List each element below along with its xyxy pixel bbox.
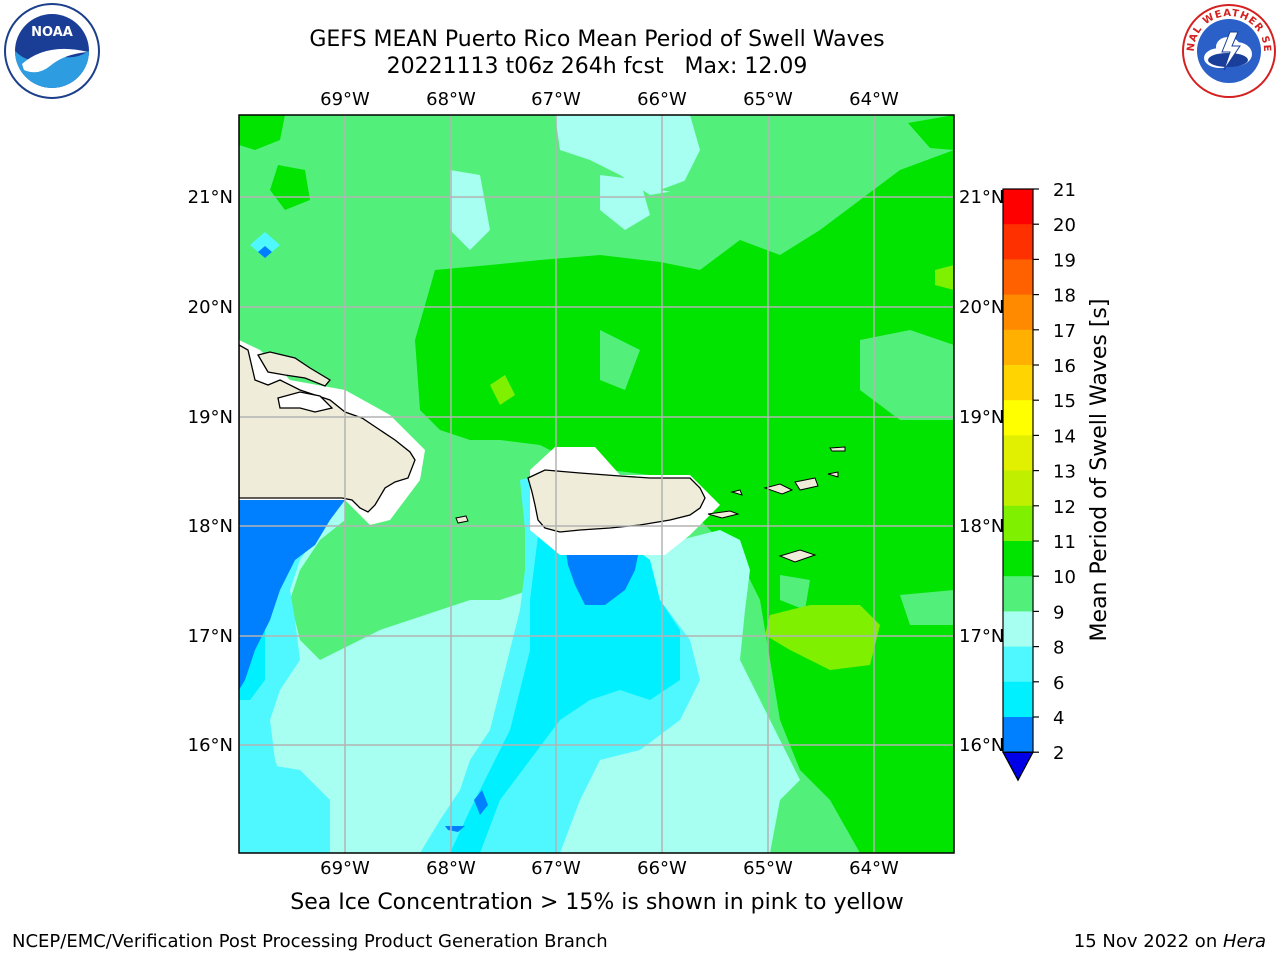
lon-label: 69°W: [320, 858, 370, 879]
colorbar-swatch: [1003, 576, 1033, 612]
lat-label: 19°N: [959, 407, 1004, 428]
lon-label: 67°W: [531, 89, 581, 110]
colorbar-swatch: [1003, 611, 1033, 648]
lon-label: 65°W: [743, 858, 793, 879]
lat-label: 18°N: [188, 516, 233, 537]
colorbar-swatch: [1003, 365, 1033, 401]
lat-label: 21°N: [188, 187, 233, 208]
colorbar-tick-label: 19: [1053, 250, 1076, 271]
lon-label: 68°W: [426, 858, 476, 879]
colorbar-swatch: [1003, 329, 1033, 366]
colorbar-swatch: [1003, 224, 1033, 260]
colorbar-tick-label: 15: [1053, 391, 1076, 412]
chart-title: GEFS MEAN Puerto Rico Mean Period of Swe…: [309, 27, 885, 52]
colorbar-swatch: [1003, 259, 1033, 296]
colorbar-swatch: [1003, 435, 1033, 472]
lat-label: 20°N: [188, 297, 233, 318]
lat-label: 17°N: [959, 626, 1004, 647]
colorbar-tick-label: 14: [1053, 426, 1076, 447]
colorbar-extension: [1001, 751, 1035, 782]
colorbar-label: Mean Period of Swell Waves [s]: [1087, 299, 1112, 642]
noaa-logo: NOAA: [4, 3, 100, 99]
lon-label: 65°W: [743, 89, 793, 110]
colorbar-tick-label: 13: [1053, 462, 1076, 483]
lat-label: 16°N: [188, 735, 233, 756]
lat-label: 18°N: [959, 516, 1004, 537]
footer-date-text: 15 Nov 2022 on: [1073, 931, 1223, 952]
lat-label: 19°N: [188, 407, 233, 428]
colorbar-swatch: [1003, 189, 1033, 225]
map-grid: [239, 115, 954, 853]
map-frame: [238, 114, 955, 854]
colorbar-swatch: [1003, 541, 1033, 577]
colorbar-swatch: [1003, 400, 1033, 436]
colorbar-swatch: [1003, 646, 1033, 683]
lon-label: 66°W: [637, 858, 687, 879]
footer-machine: Hera: [1222, 931, 1266, 952]
colorbar-tick-label: 8: [1053, 638, 1064, 659]
colorbar-tick-label: 6: [1053, 673, 1064, 694]
lon-labels-top: 69°W 68°W 67°W 66°W 65°W 64°W: [320, 89, 899, 110]
lon-label: 68°W: [426, 89, 476, 110]
lat-label: 17°N: [188, 626, 233, 647]
nws-logo: NATIONAL WEATHER SERVICE: [1180, 2, 1276, 98]
colorbar-tick-label: 17: [1053, 321, 1076, 342]
lat-labels-left: 21°N 20°N 19°N 18°N 17°N 16°N: [188, 187, 233, 756]
footer-date: 15 Nov 2022 on Hera: [1074, 931, 1266, 952]
footer-credit: NCEP/EMC/Verification Post Processing Pr…: [12, 931, 608, 952]
colorbar-swatch: [1003, 470, 1033, 507]
colorbar-tick-label: 10: [1053, 567, 1076, 588]
colorbar-swatch: [1003, 294, 1033, 331]
sea-ice-note: Sea Ice Concentration > 15% is shown in …: [290, 890, 904, 915]
colorbar-tick-label: 2: [1053, 743, 1064, 764]
chart-subtitle: 20221113 t06z 264h fcst Max: 12.09: [386, 54, 808, 79]
colorbar-swatch: [1003, 681, 1033, 718]
colorbar-tick-label: 12: [1053, 497, 1076, 518]
colorbar-tick-label: 4: [1053, 708, 1064, 729]
colorbar-tick-label: 18: [1053, 286, 1076, 307]
colorbar-tick-label: 16: [1053, 356, 1076, 377]
swell-period-field: [239, 115, 954, 853]
lat-label: 21°N: [959, 187, 1004, 208]
colorbar-tick-label: 21: [1053, 180, 1076, 201]
lon-label: 69°W: [320, 89, 370, 110]
colorbar: 21 20 19 18 17 16 15 14 13 12 11 10 9 8 6 4 2: [1001, 180, 1076, 782]
colorbar-tick-label: 11: [1053, 532, 1076, 553]
lat-label: 20°N: [959, 297, 1004, 318]
colorbar-tick-label: 9: [1053, 602, 1064, 623]
noaa-logo-text: NOAA: [31, 25, 73, 40]
lat-labels-right: 21°N 20°N 19°N 18°N 17°N 16°N: [959, 187, 1004, 756]
colorbar-tick-label: 20: [1053, 215, 1076, 236]
lon-labels-bottom: 69°W 68°W 67°W 66°W 65°W 64°W: [320, 858, 899, 879]
lon-label: 66°W: [637, 89, 687, 110]
colorbar-swatch: [1003, 717, 1033, 753]
lat-label: 16°N: [959, 735, 1004, 756]
lon-label: 64°W: [849, 858, 899, 879]
lon-label: 64°W: [849, 89, 899, 110]
lon-label: 67°W: [531, 858, 581, 879]
colorbar-swatch: [1003, 505, 1033, 542]
